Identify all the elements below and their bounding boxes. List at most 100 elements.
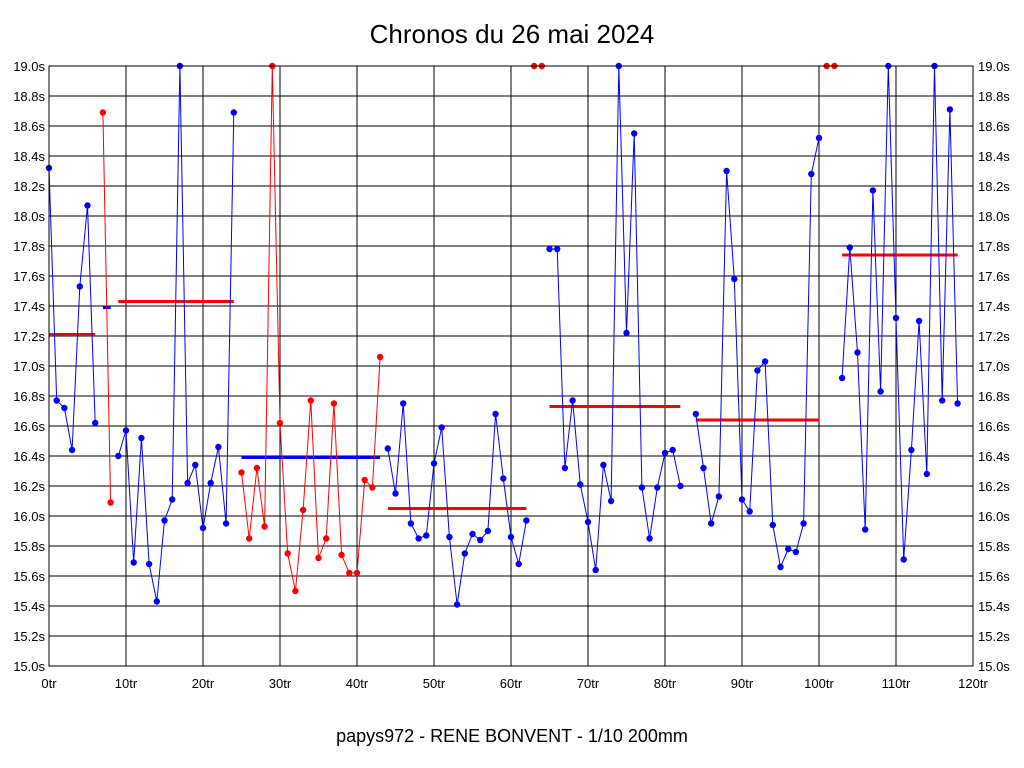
y-tick-label: 15.6s bbox=[978, 569, 1010, 584]
data-point bbox=[754, 367, 761, 374]
data-point bbox=[500, 475, 507, 482]
data-point bbox=[792, 548, 800, 556]
data-point bbox=[700, 464, 707, 472]
data-point bbox=[184, 479, 191, 487]
series-line bbox=[549, 65, 681, 571]
data-point bbox=[384, 445, 391, 452]
series-run7 bbox=[546, 62, 684, 574]
data-point bbox=[423, 532, 430, 539]
data-point bbox=[130, 559, 137, 566]
data-point bbox=[723, 167, 730, 175]
data-point bbox=[584, 518, 592, 526]
x-tick-label: 50tr bbox=[423, 676, 446, 691]
x-tick-label: 80tr bbox=[654, 676, 677, 691]
data-point bbox=[800, 520, 807, 527]
series-run8 bbox=[692, 134, 823, 571]
data-point bbox=[554, 245, 561, 253]
y-axis-left: 15.0s 15.2s 15.4s 15.6s 15.8s 16.0s 16.2s 16.4s… bbox=[13, 59, 45, 674]
y-tick-label: 15.6s bbox=[13, 569, 45, 584]
y-axis-right: 15.0s 15.2s 15.4s 15.6s 15.8s 16.0s 16.2s 16.4s… bbox=[978, 59, 1010, 674]
data-point bbox=[330, 400, 338, 407]
data-point bbox=[53, 397, 60, 404]
data-point bbox=[761, 358, 769, 365]
data-point bbox=[908, 446, 915, 454]
y-tick-label: 17.2s bbox=[13, 329, 45, 344]
y-tick-label: 18.8s bbox=[13, 89, 45, 104]
data-point bbox=[877, 388, 884, 395]
data-point bbox=[592, 566, 599, 574]
data-point bbox=[838, 374, 846, 382]
y-tick-label: 17.8s bbox=[13, 239, 45, 254]
series-run3 bbox=[115, 62, 237, 605]
data-point bbox=[477, 536, 484, 544]
y-tick-label: 16.8s bbox=[978, 389, 1010, 404]
y-tick-label: 18.0s bbox=[978, 209, 1010, 224]
y-tick-label: 16.4s bbox=[13, 449, 45, 464]
data-point bbox=[161, 517, 168, 524]
series-line bbox=[841, 65, 959, 560]
y-tick-label: 18.4s bbox=[13, 149, 45, 164]
data-point bbox=[376, 353, 384, 361]
y-tick-label: 16.2s bbox=[978, 479, 1010, 494]
y-tick-label: 19.0s bbox=[978, 59, 1010, 74]
x-tick-label: 0tr bbox=[41, 676, 57, 691]
data-point bbox=[461, 550, 468, 557]
x-tick-label: 20tr bbox=[192, 676, 215, 691]
y-tick-label: 18.0s bbox=[13, 209, 45, 224]
data-point bbox=[246, 535, 253, 542]
data-point bbox=[808, 170, 815, 178]
data-point bbox=[253, 464, 261, 472]
y-tick-label: 17.4s bbox=[13, 299, 45, 314]
series-run5 bbox=[384, 400, 530, 608]
y-tick-label: 15.2s bbox=[978, 629, 1010, 644]
data-point bbox=[215, 443, 222, 451]
data-point bbox=[469, 530, 476, 538]
data-point bbox=[577, 481, 584, 488]
data-point bbox=[708, 520, 715, 527]
data-point bbox=[939, 397, 946, 404]
y-tick-label: 15.8s bbox=[13, 539, 45, 554]
data-point bbox=[261, 523, 268, 530]
data-point bbox=[207, 479, 214, 487]
x-tick-label: 100tr bbox=[804, 676, 834, 691]
series-line bbox=[117, 65, 235, 602]
chart-title: Chronos du 26 mai 2024 bbox=[370, 19, 655, 49]
data-point bbox=[954, 400, 961, 407]
y-tick-label: 16.4s bbox=[978, 449, 1010, 464]
data-point bbox=[569, 397, 576, 404]
data-point bbox=[854, 349, 861, 356]
data-point bbox=[607, 497, 615, 505]
y-tick-label: 16.2s bbox=[13, 479, 45, 494]
data-point bbox=[192, 461, 199, 469]
data-point bbox=[600, 461, 607, 469]
data-point bbox=[715, 493, 723, 500]
y-tick-label: 17.0s bbox=[13, 359, 45, 374]
data-point bbox=[107, 499, 114, 506]
data-point bbox=[677, 482, 684, 490]
data-point bbox=[222, 520, 230, 527]
series-line bbox=[387, 403, 527, 605]
data-point bbox=[507, 533, 515, 541]
data-point bbox=[199, 524, 207, 532]
y-tick-label: 18.4s bbox=[978, 149, 1010, 164]
data-point bbox=[230, 109, 237, 116]
y-tick-label: 16.0s bbox=[978, 509, 1010, 524]
data-point bbox=[276, 419, 284, 427]
series-line bbox=[102, 112, 112, 503]
x-tick-label: 40tr bbox=[346, 676, 369, 691]
y-tick-label: 17.6s bbox=[13, 269, 45, 284]
x-tick-label: 70tr bbox=[577, 676, 600, 691]
series bbox=[45, 62, 961, 608]
x-tick-label: 60tr bbox=[500, 676, 523, 691]
data-point bbox=[361, 476, 368, 484]
data-point bbox=[777, 563, 784, 571]
data-point bbox=[369, 484, 376, 491]
data-point bbox=[61, 404, 68, 412]
chart-subtitle: papys972 - RENE BONVENT - 1/10 200mm bbox=[336, 726, 688, 746]
data-point bbox=[692, 410, 699, 418]
series-run4 bbox=[238, 62, 384, 595]
y-tick-label: 17.2s bbox=[978, 329, 1010, 344]
data-point bbox=[238, 469, 245, 476]
series-run1 bbox=[45, 164, 99, 454]
data-point bbox=[646, 535, 653, 542]
